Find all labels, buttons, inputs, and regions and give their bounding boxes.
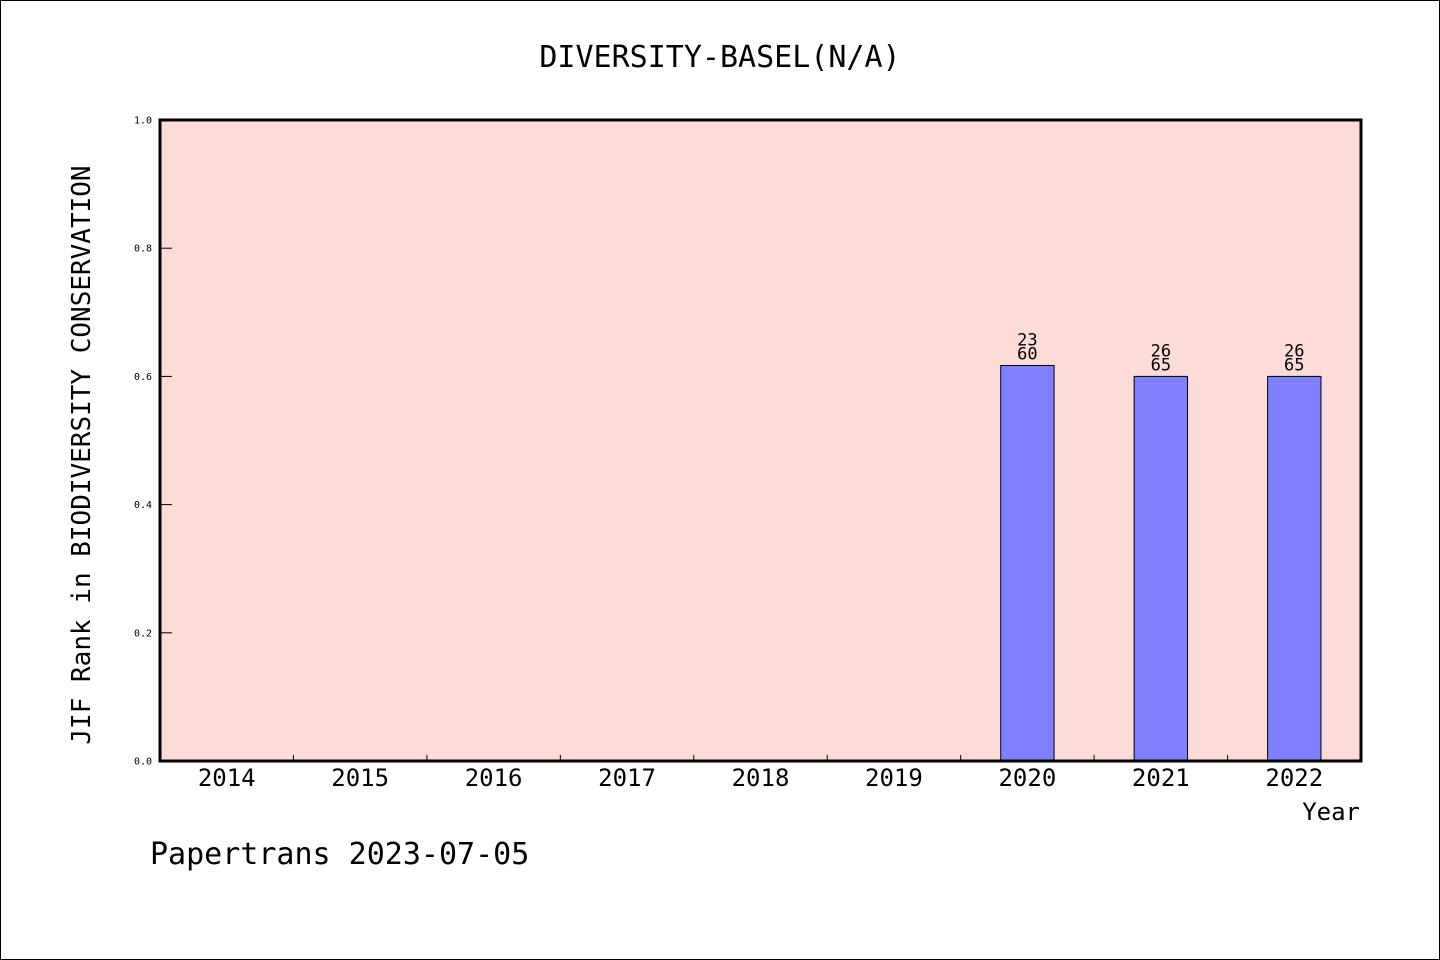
chart-title: DIVERSITY-BASEL(N/A) — [539, 40, 900, 75]
bar-label-total: 60 — [1017, 345, 1037, 365]
x-tick-label: 2020 — [998, 764, 1056, 792]
plot-border — [158, 118, 1363, 763]
x-tick-label: 2017 — [598, 764, 656, 792]
x-tick-label: 2018 — [732, 764, 790, 792]
x-tick-label: 2014 — [198, 764, 256, 792]
bar-label-total: 65 — [1284, 355, 1304, 375]
y-tick-label: 0.2 — [134, 628, 152, 639]
x-tick-label: 2021 — [1132, 764, 1190, 792]
bar-label-rank: 23 — [1017, 331, 1037, 351]
y-tick-label: 0.8 — [134, 244, 152, 255]
bar-label-rank: 26 — [1151, 341, 1171, 361]
x-tick-label: 2015 — [331, 764, 389, 792]
y-tick-label: 0.0 — [134, 757, 152, 768]
y-tick-label: 0.4 — [134, 500, 152, 511]
bar — [1000, 365, 1055, 762]
y-tick-label: 0.6 — [134, 372, 152, 383]
x-tick-label: 2016 — [465, 764, 523, 792]
x-tick-label: 2019 — [865, 764, 923, 792]
bar-label-total: 65 — [1151, 355, 1171, 375]
x-tick-label: 2022 — [1265, 764, 1323, 792]
bar — [1133, 375, 1189, 762]
axis-layer: 0.0 0.2 0.4 0.6 0.8 1.0 2014 2015 2016 2017 2018 20… — [134, 116, 1323, 793]
y-tick-label: 1.0 — [134, 116, 152, 127]
bar-label-rank: 26 — [1284, 341, 1304, 361]
bar — [1267, 375, 1322, 762]
y-axis-label: JIF Rank in BIODIVERSITY CONSERVATION — [67, 165, 97, 744]
x-axis-label: Year — [1302, 798, 1360, 826]
footer-text: Papertrans 2023-07-05 — [150, 837, 529, 872]
